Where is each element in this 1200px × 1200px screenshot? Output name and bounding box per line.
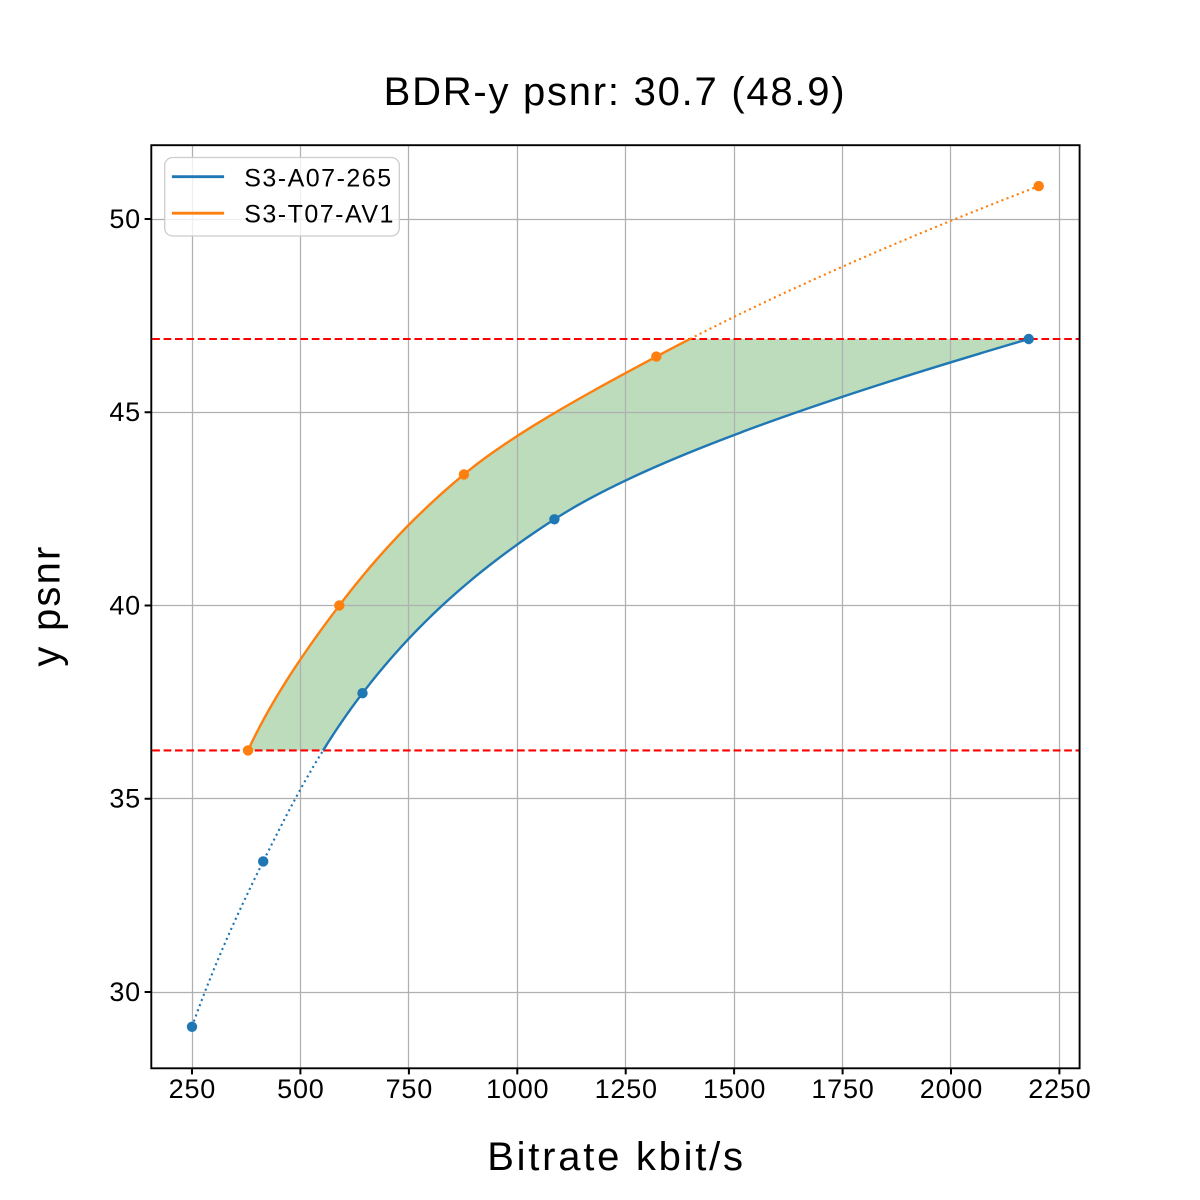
svg-text:2250: 2250	[1028, 1074, 1091, 1104]
svg-text:Bitrate kbit/s: Bitrate kbit/s	[487, 1135, 746, 1179]
svg-text:500: 500	[277, 1074, 324, 1104]
svg-text:1000: 1000	[486, 1074, 549, 1104]
svg-text:y psnr: y psnr	[25, 544, 69, 666]
svg-text:40: 40	[109, 590, 141, 620]
svg-text:S3-A07-265: S3-A07-265	[244, 165, 392, 193]
svg-text:35: 35	[109, 784, 141, 814]
svg-text:S3-T07-AV1: S3-T07-AV1	[244, 201, 395, 229]
svg-text:45: 45	[109, 397, 141, 427]
svg-text:1750: 1750	[811, 1074, 874, 1104]
svg-text:2000: 2000	[920, 1074, 983, 1104]
svg-text:BDR-y psnr: 30.7 (48.9): BDR-y psnr: 30.7 (48.9)	[384, 70, 847, 114]
svg-text:250: 250	[169, 1074, 216, 1104]
svg-text:750: 750	[386, 1074, 433, 1104]
svg-text:30: 30	[109, 977, 141, 1007]
svg-text:50: 50	[109, 204, 141, 234]
svg-text:1500: 1500	[703, 1074, 766, 1104]
svg-text:1250: 1250	[595, 1074, 658, 1104]
